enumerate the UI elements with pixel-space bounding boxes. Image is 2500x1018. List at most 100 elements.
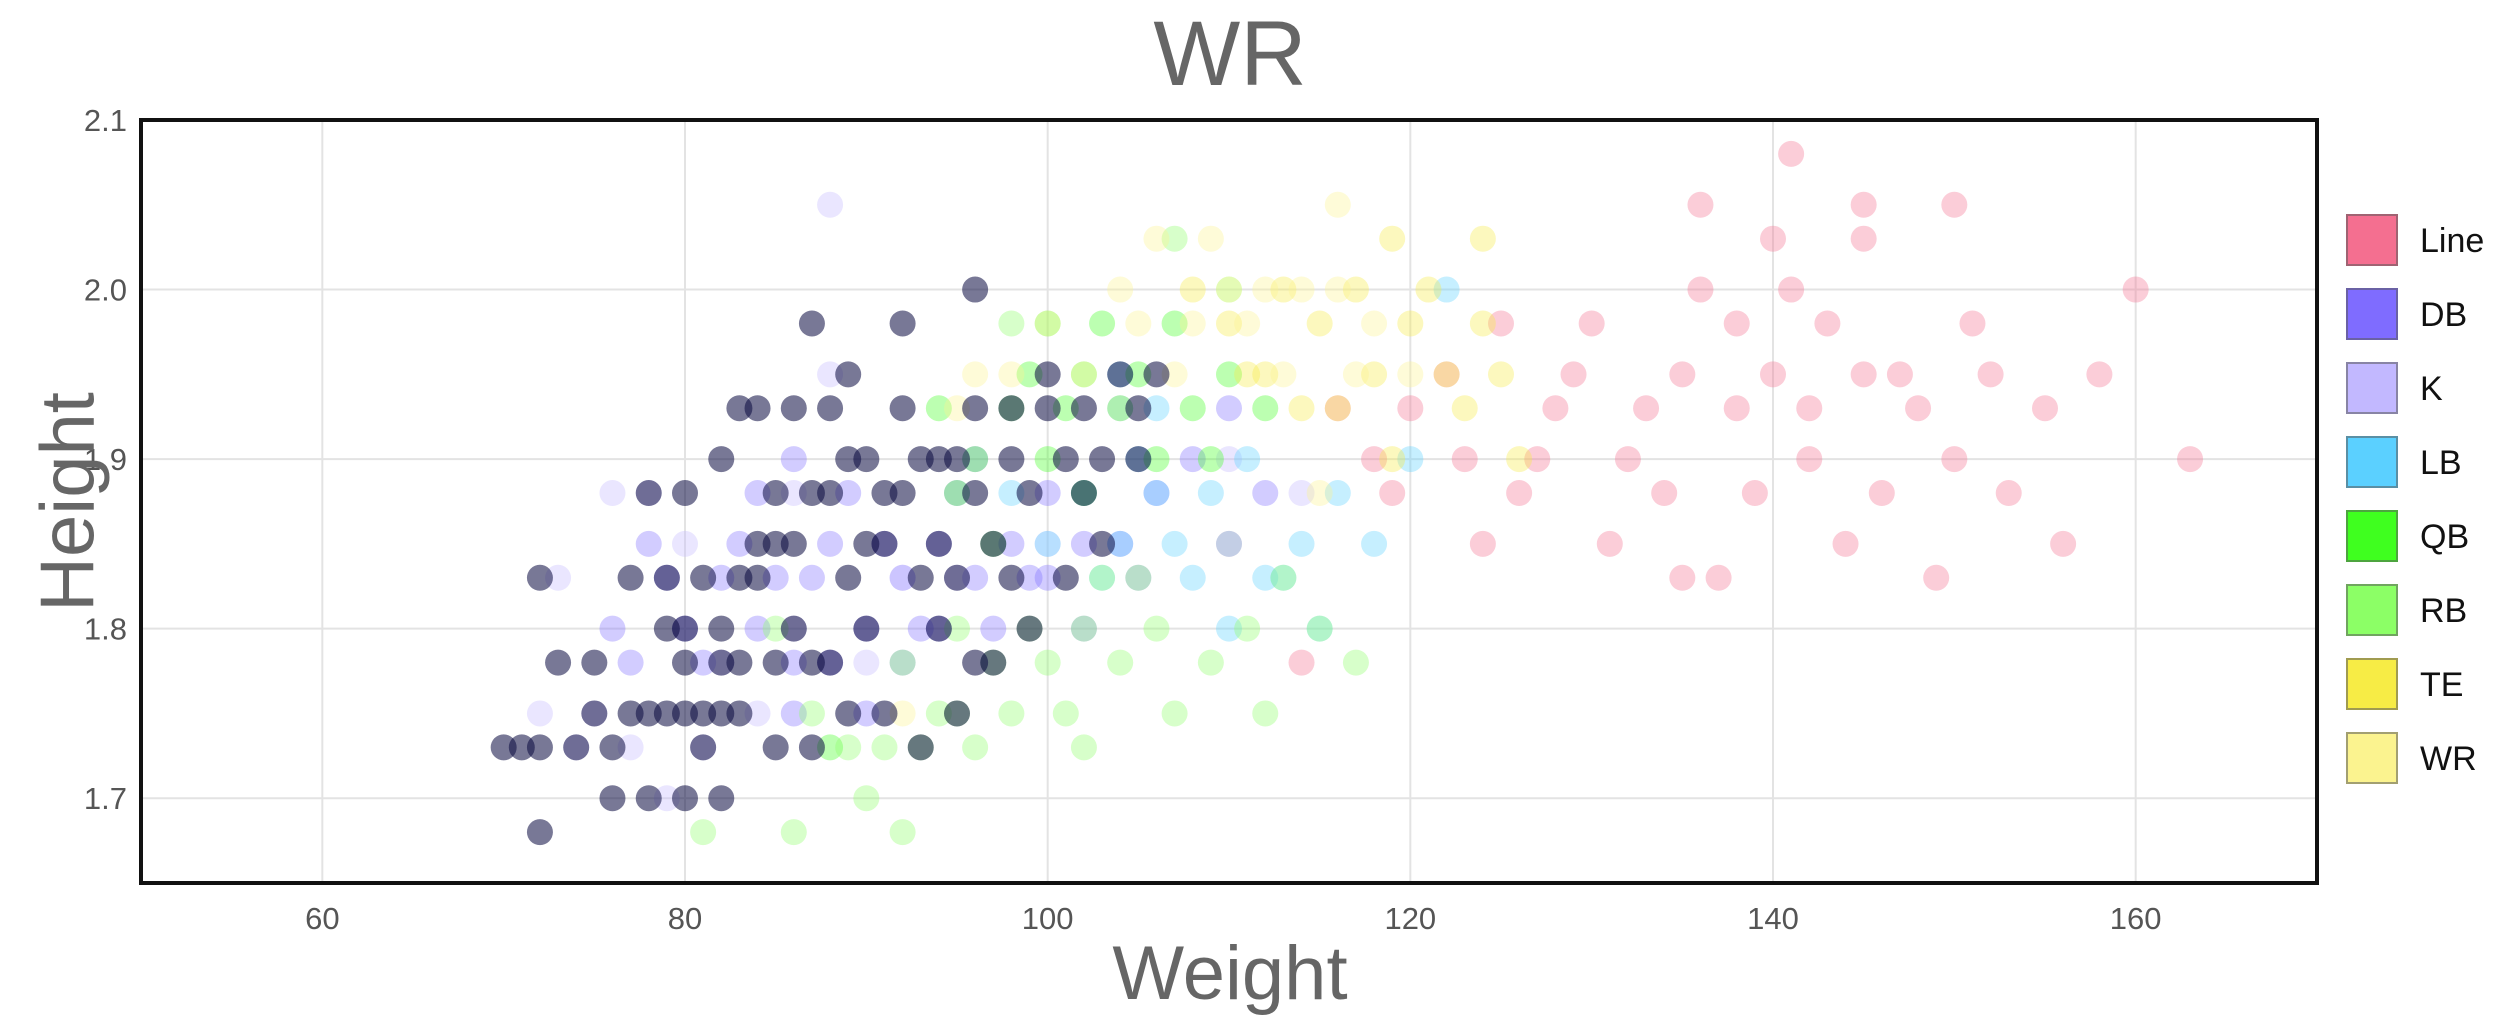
- data-point: [1216, 276, 1242, 303]
- data-point: [780, 395, 807, 422]
- data-point: [744, 530, 771, 557]
- data-point: [1324, 480, 1351, 507]
- data-point: [1161, 530, 1188, 557]
- data-point: [1252, 480, 1279, 507]
- data-point: [1433, 276, 1460, 303]
- data-point: [1125, 564, 1152, 591]
- data-point: [1234, 361, 1261, 388]
- data-point: [1034, 649, 1061, 676]
- data-point: [1415, 276, 1442, 303]
- data-point: [1161, 225, 1188, 252]
- y-axis-label: Height: [25, 392, 111, 612]
- data-point: [1560, 361, 1587, 388]
- data-point: [907, 446, 934, 473]
- data-point: [889, 700, 916, 727]
- data-point: [599, 734, 626, 761]
- data-point: [1107, 276, 1134, 303]
- data-point: [1270, 361, 1297, 388]
- data-point: [1016, 615, 1043, 642]
- data-point: [925, 446, 952, 473]
- data-point: [1234, 446, 1261, 473]
- data-point: [1125, 310, 1152, 337]
- data-point: [726, 649, 753, 676]
- data-point: [944, 700, 970, 727]
- data-point: [1107, 361, 1134, 388]
- data-point: [962, 649, 989, 676]
- data-point: [690, 700, 717, 727]
- data-point: [1270, 564, 1297, 591]
- data-point: [1578, 310, 1605, 337]
- data-point: [780, 480, 807, 507]
- data-point: [853, 446, 880, 473]
- data-point: [508, 734, 535, 761]
- data-point: [907, 564, 934, 591]
- data-point: [907, 734, 934, 761]
- data-point: [1070, 615, 1097, 642]
- data-point: [1959, 310, 1986, 337]
- grid-lines: [141, 119, 2317, 883]
- data-point: [762, 564, 789, 591]
- data-point: [1179, 564, 1206, 591]
- x-tick-label: 140: [1747, 901, 1799, 936]
- data-point: [1687, 191, 1714, 218]
- data-point: [617, 649, 644, 676]
- data-point: [1361, 361, 1388, 388]
- data-point: [1469, 310, 1496, 337]
- data-point: [1161, 700, 1188, 727]
- data-point: [1034, 310, 1061, 337]
- data-point: [1089, 446, 1116, 473]
- data-point: [1179, 310, 1206, 337]
- data-point: [1016, 564, 1043, 591]
- data-point: [1506, 480, 1533, 507]
- data-point: [1778, 140, 1805, 167]
- data-point: [1288, 276, 1315, 303]
- data-point: [1016, 361, 1043, 388]
- data-point: [925, 700, 952, 727]
- data-point: [1070, 734, 1097, 761]
- data-point: [1216, 310, 1242, 337]
- data-point: [1107, 649, 1134, 676]
- x-tick-label: 120: [1384, 901, 1436, 936]
- legend-swatch: [2346, 510, 2398, 562]
- data-point: [690, 819, 717, 846]
- legend-label: DB: [2420, 296, 2468, 334]
- data-point: [1397, 310, 1424, 337]
- data-point: [708, 785, 735, 812]
- data-point: [708, 649, 735, 676]
- data-point: [1850, 361, 1877, 388]
- data-point: [708, 564, 735, 591]
- data-point: [1089, 564, 1116, 591]
- data-point: [1089, 564, 1116, 591]
- data-point: [635, 530, 662, 557]
- data-point: [853, 785, 880, 812]
- data-point: [1197, 446, 1224, 473]
- data-point: [1216, 530, 1242, 557]
- data-point: [744, 700, 771, 727]
- x-axis-label: Weight: [1112, 931, 1348, 1016]
- data-point: [635, 700, 662, 727]
- data-point: [1324, 276, 1351, 303]
- data-point: [1288, 530, 1315, 557]
- data-point: [1397, 361, 1424, 388]
- data-point: [1216, 615, 1242, 642]
- data-point: [762, 734, 789, 761]
- data-point: [998, 395, 1025, 422]
- data-point: [563, 734, 590, 761]
- data-point: [1433, 361, 1460, 388]
- data-point: [1216, 276, 1242, 303]
- data-point: [1633, 395, 1660, 422]
- data-point: [871, 734, 898, 761]
- legend-swatch: [2346, 436, 2398, 488]
- legend-label: RB: [2420, 592, 2468, 630]
- legend-label: K: [2420, 370, 2443, 408]
- data-point: [871, 700, 898, 727]
- data-point: [2086, 361, 2113, 388]
- data-point: [944, 480, 970, 507]
- data-point: [817, 395, 844, 422]
- data-point: [1941, 191, 1968, 218]
- data-point: [1379, 225, 1406, 252]
- data-point: [1923, 564, 1950, 591]
- data-point: [1306, 615, 1333, 642]
- data-point: [708, 615, 735, 642]
- data-point: [1614, 446, 1641, 473]
